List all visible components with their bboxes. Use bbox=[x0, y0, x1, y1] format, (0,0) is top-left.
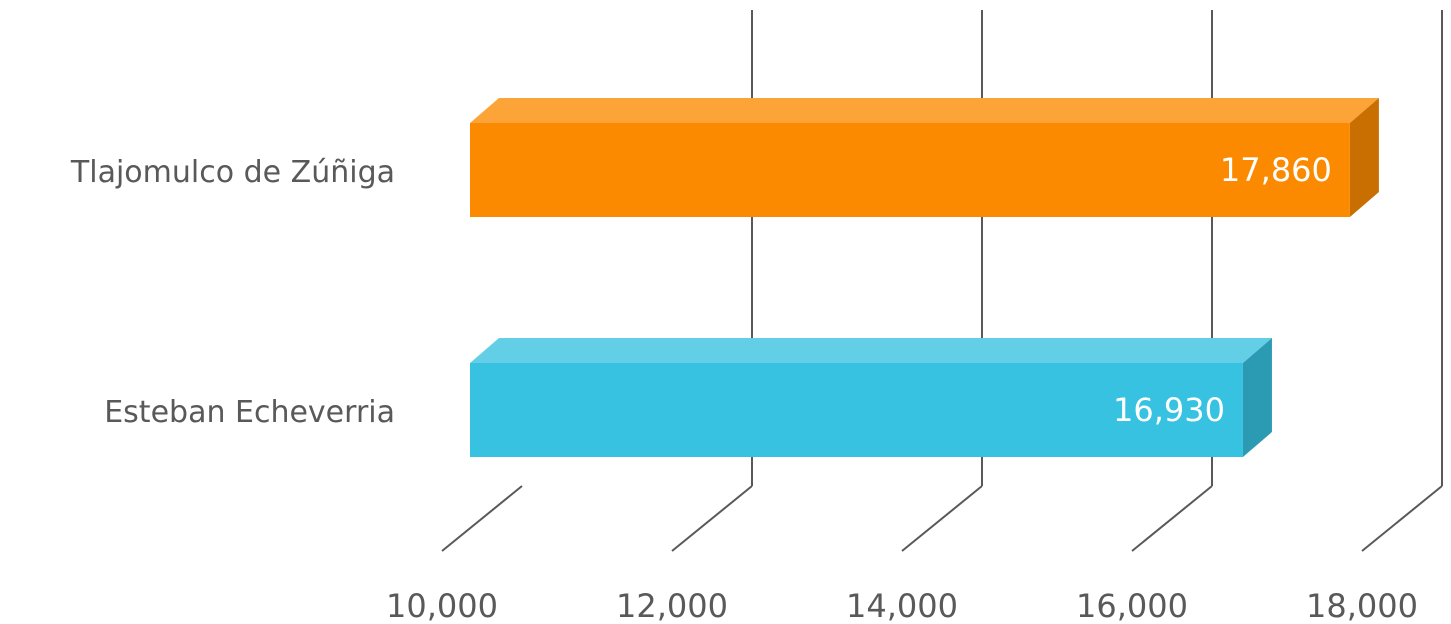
category-label-1: Esteban Echeverria bbox=[104, 395, 395, 430]
bar-top-0 bbox=[470, 98, 1379, 123]
bar-side-1 bbox=[1242, 338, 1272, 457]
x-tick-label-1: 12,000 bbox=[616, 587, 728, 624]
gridline-floor-0 bbox=[441, 485, 523, 552]
gridline-floor-2 bbox=[901, 485, 983, 552]
bar-0: 17,860 bbox=[470, 98, 1379, 217]
gridline-floor-4 bbox=[1361, 485, 1443, 552]
bars: 17,860 16,930 bbox=[470, 98, 1379, 457]
gridline-floor-1 bbox=[671, 485, 753, 552]
gridline-floor-3 bbox=[1131, 485, 1213, 552]
gridlines bbox=[441, 10, 1443, 552]
bar-1: 16,930 bbox=[470, 338, 1272, 457]
data-label-1: 16,930 bbox=[1113, 391, 1225, 429]
category-labels: Tlajomulco de Zúñiga Esteban Echeverria bbox=[70, 155, 395, 430]
bar-front-0 bbox=[470, 123, 1350, 217]
x-tick-label-4: 18,000 bbox=[1306, 587, 1418, 624]
x-tick-label-3: 16,000 bbox=[1076, 587, 1188, 624]
bar-top-1 bbox=[470, 338, 1272, 363]
data-label-0: 17,860 bbox=[1220, 151, 1332, 189]
x-tick-label-0: 10,000 bbox=[386, 587, 498, 624]
x-axis-tick-labels: 10,000 12,000 14,000 16,000 18,000 bbox=[386, 587, 1418, 624]
bar-front-1 bbox=[470, 363, 1243, 457]
bar-side-0 bbox=[1349, 98, 1379, 217]
x-tick-label-2: 14,000 bbox=[846, 587, 958, 624]
category-label-0: Tlajomulco de Zúñiga bbox=[70, 155, 395, 190]
